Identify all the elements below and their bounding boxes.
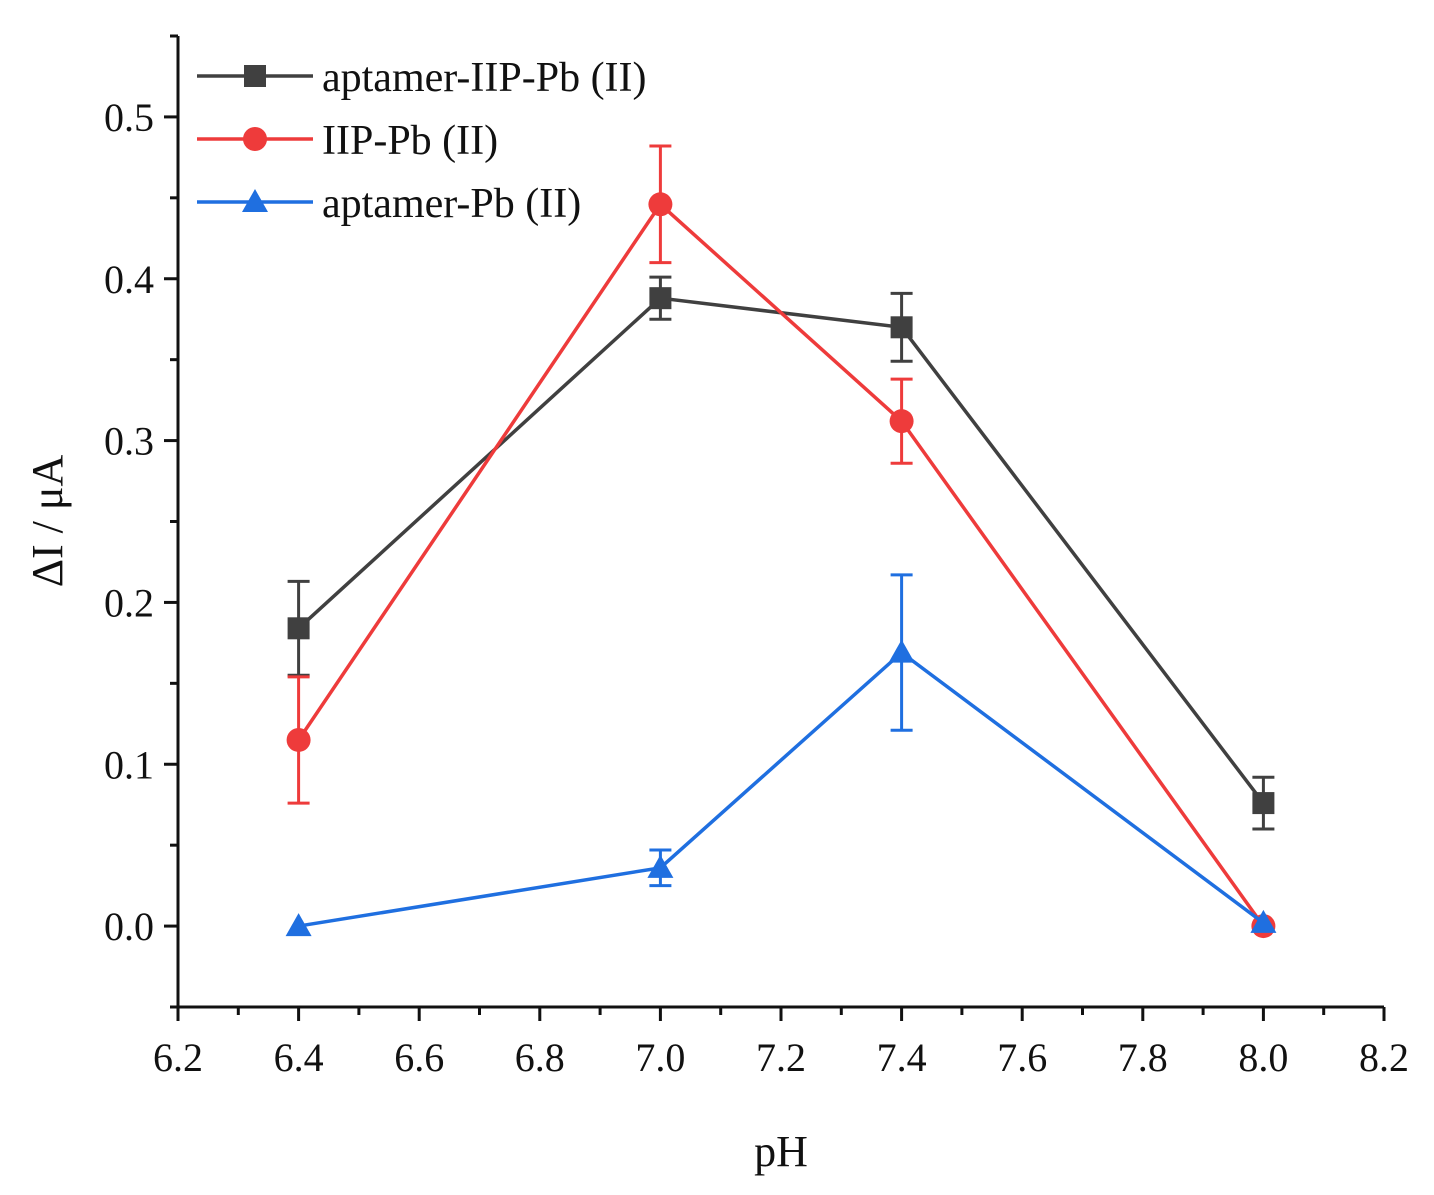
data-point — [286, 727, 311, 752]
x-tick-label: 6.8 — [515, 1035, 565, 1080]
legend-label: aptamer-Pb (II) — [322, 181, 581, 227]
legend: aptamer-IIP-Pb (II) IIP-Pb (II) aptamer-Pb… — [197, 55, 647, 227]
x-tick-label: 7.4 — [877, 1035, 927, 1080]
data-point — [889, 409, 914, 434]
y-tick-label: 0.4 — [104, 257, 154, 302]
x-tick-label: 7.8 — [1118, 1035, 1168, 1080]
x-tick-label: 6.2 — [153, 1035, 203, 1080]
legend-label: aptamer-IIP-Pb (II) — [322, 55, 647, 101]
legend-marker — [242, 189, 268, 212]
x-tick-label: 7.6 — [997, 1035, 1047, 1080]
legend-label: IIP-Pb (II) — [322, 118, 498, 164]
y-tick-label: 0.5 — [104, 95, 154, 140]
data-point — [287, 617, 310, 640]
series-line — [297, 201, 1265, 928]
data-point — [1252, 792, 1275, 815]
legend-entry-2: IIP-Pb (II) — [197, 118, 498, 164]
series-line — [298, 650, 1265, 928]
data-point — [888, 639, 915, 663]
x-tick-label: 8.2 — [1359, 1035, 1409, 1080]
legend-entry-1: aptamer-IIP-Pb (II) — [197, 55, 647, 101]
y-tick-label: 0.1 — [104, 742, 154, 787]
x-tick-label: 8.0 — [1238, 1035, 1288, 1080]
series-3 — [285, 573, 1277, 937]
x-axis-title: pH — [754, 1127, 808, 1176]
ticks: 6.2 6.4 6.6 6.8 7.0 7.2 7.4 7.6 7.8 8.0 8.2 0.0 0.1 0… — [104, 34, 1409, 1080]
series-layer — [285, 144, 1277, 939]
x-tick-label: 6.4 — [274, 1035, 324, 1080]
series-1 — [287, 275, 1275, 831]
data-point — [647, 854, 674, 878]
x-tick-label: 7.2 — [756, 1035, 806, 1080]
y-tick-label: 0.3 — [104, 419, 154, 464]
y-tick-label: 0.0 — [104, 904, 154, 949]
data-point — [648, 192, 673, 217]
legend-entry-3: aptamer-Pb (II) — [197, 181, 581, 227]
legend-marker — [244, 65, 266, 87]
series-2 — [286, 144, 1276, 939]
x-tick-label: 7.0 — [635, 1035, 685, 1080]
y-axis-title: ΔI / μA — [23, 455, 72, 588]
data-point — [649, 287, 672, 310]
series-line — [297, 296, 1265, 805]
data-point — [890, 316, 913, 339]
y-tick-label: 0.2 — [104, 580, 154, 625]
data-point — [1250, 909, 1277, 933]
data-point — [285, 913, 312, 937]
x-tick-label: 6.6 — [394, 1035, 444, 1080]
legend-marker — [243, 127, 267, 151]
